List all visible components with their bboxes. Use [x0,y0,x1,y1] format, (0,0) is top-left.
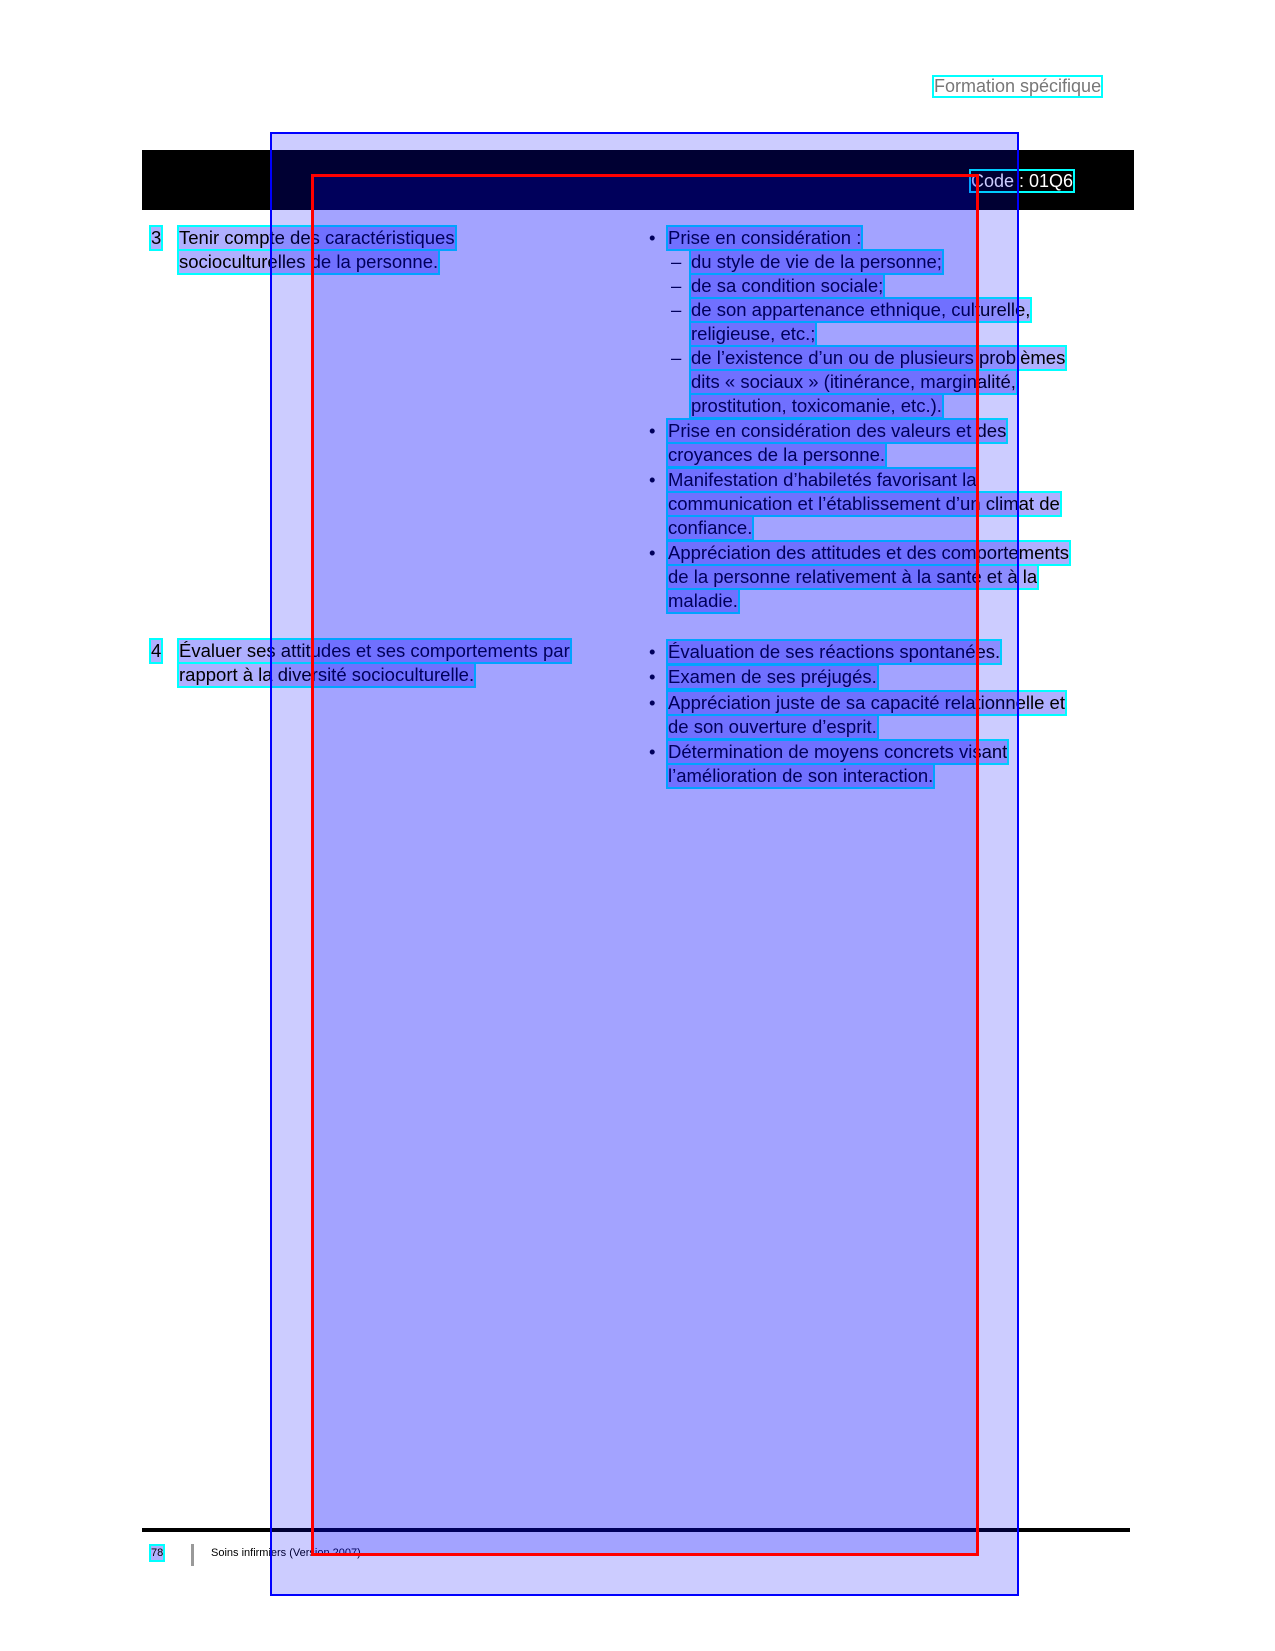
dash-icon: – [671,275,682,296]
element-text-line: rapport à la diversité socioculturelle. [176,662,477,688]
dash-icon: – [671,299,682,320]
criterion-text: Évaluation de ses réactions spontanées. [665,639,1003,665]
element-number: 3 [148,225,164,251]
criterion-text: de la personne relativement à la santé e… [665,564,1040,590]
footer-title: Soins infirmiers (Version 2007) [211,1547,361,1559]
bullet-icon: • [649,542,656,563]
criterion-text: Manifestation d’habiletés favorisant la [666,467,979,493]
criterion-text: Appréciation juste de sa capacité relati… [666,690,1067,716]
criterion-text: de son ouverture d’esprit. [666,714,879,740]
criterion-text: Examen de ses préjugés. [666,664,879,690]
criterion-text: communication et l’établissement d’un cl… [666,491,1062,517]
element-text-line: Tenir compte des caractéristiques [177,225,457,251]
bullet-icon: • [649,666,656,687]
dash-icon: – [671,347,682,368]
bullet-icon: • [649,469,656,490]
footer-rule [142,1528,1130,1532]
criterion-text: croyances de la personne. [666,442,887,468]
element-number: 4 [148,638,164,664]
bullet-icon: • [649,692,656,713]
bullet-icon: • [649,641,656,662]
criterion-text: Appréciation des attitudes et des compor… [665,540,1072,566]
bullet-icon: • [649,741,656,762]
code-banner [142,150,1134,210]
competency-code: Code : 01Q6 [968,169,1076,193]
criterion-text: confiance. [665,515,755,541]
criterion-text: Détermination de moyens concrets visant [665,739,1010,765]
footer-separator [191,1544,194,1566]
section-header: Formation spécifique [931,75,1104,98]
sub-criterion-text: religieuse, etc.; [688,321,818,347]
sub-criterion-text: de sa condition sociale; [688,273,886,299]
criterion-text: l’amélioration de son interaction. [665,763,936,789]
sub-criterion-text: de l’existence d’un ou de plusieurs prob… [688,345,1068,371]
element-text-line: Évaluer ses attitudes et ses comportemen… [177,638,572,664]
criterion-text: maladie. [666,588,740,614]
bullet-icon: • [649,420,656,441]
bullet-icon: • [649,227,656,248]
criterion-text: Prise en considération des valeurs et de… [665,418,1009,444]
criterion-text: Prise en considération : [665,225,864,251]
page-number: 78 [148,1544,166,1562]
sub-criterion-text: prostitution, toxicomanie, etc.). [689,393,944,419]
element-text-line: socioculturelles de la personne. [176,249,441,275]
sub-criterion-text: dits « sociaux » (itinérance, marginalit… [689,369,1018,395]
dash-icon: – [671,251,682,272]
sub-criterion-text: du style de vie de la personne; [689,249,944,275]
sub-criterion-text: de son appartenance ethnique, culturelle… [688,297,1033,323]
